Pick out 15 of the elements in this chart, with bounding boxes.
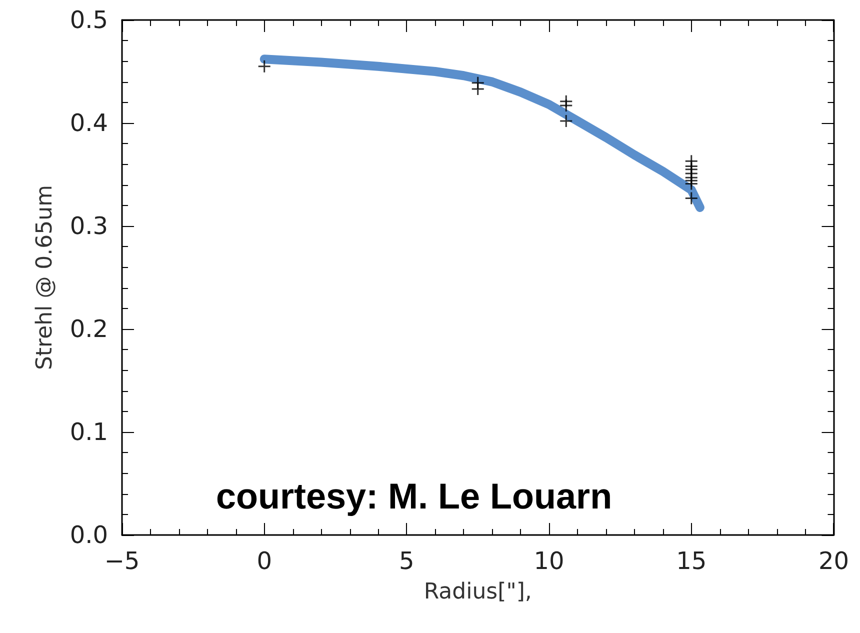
x-tick-label: 15 xyxy=(676,547,707,575)
y-tick-label: 0.5 xyxy=(70,6,108,34)
x-tick-label: 5 xyxy=(399,547,414,575)
y-tick-label: 0.4 xyxy=(70,109,108,137)
y-tick-label: 0.2 xyxy=(70,315,108,343)
y-axis-title: Strehl @ 0.65um xyxy=(32,184,58,370)
x-tick-label: −5 xyxy=(104,547,140,575)
y-tick-label: 0.3 xyxy=(70,212,108,240)
x-axis-title: Radius["], xyxy=(424,580,532,604)
y-tick-label: 0.1 xyxy=(70,418,108,446)
x-tick-label: 0 xyxy=(256,547,272,575)
annotation: courtesy: M. Le Louarn xyxy=(216,476,612,516)
y-tick-label: 0.0 xyxy=(70,521,108,549)
x-tick-label: 10 xyxy=(534,547,564,575)
x-tick-label: 20 xyxy=(818,547,850,575)
